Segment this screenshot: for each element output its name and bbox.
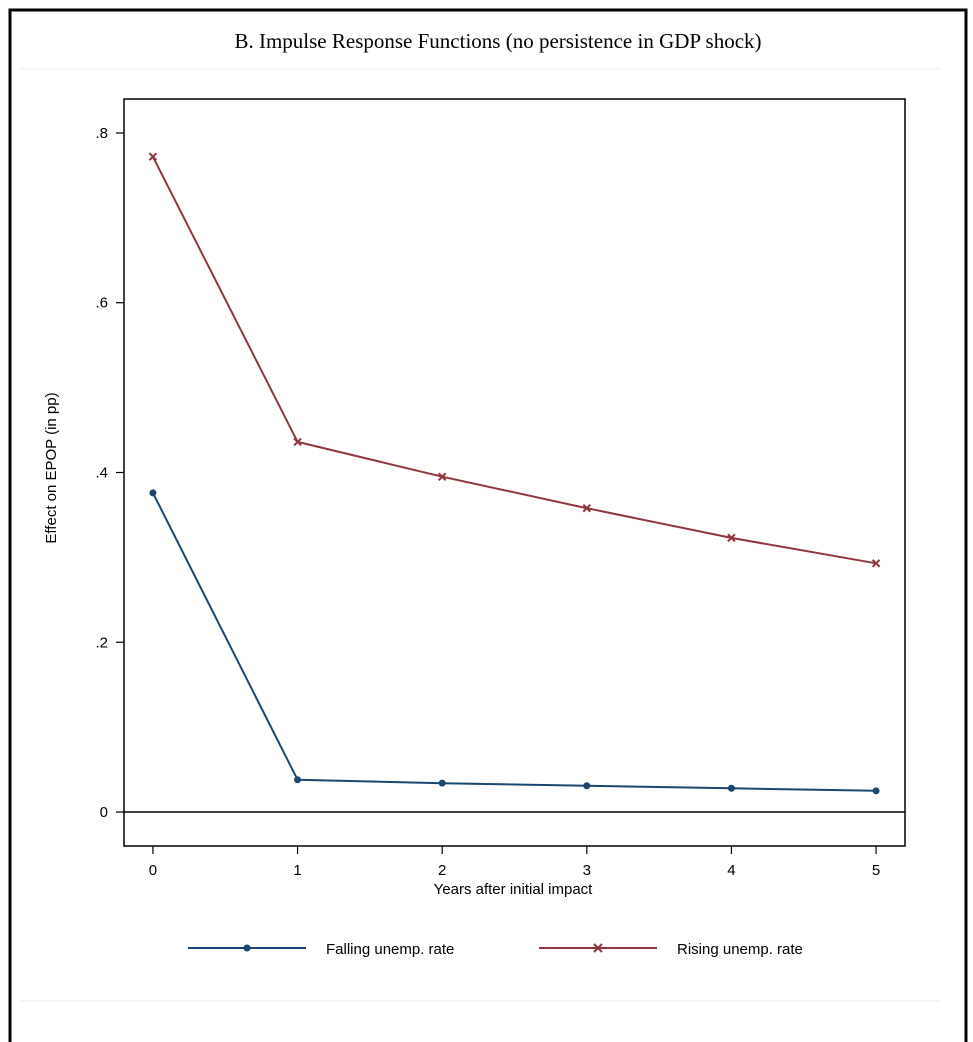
x-axis: 0 1 2 3 4 5 [149, 846, 880, 879]
x-tick-label: 4 [727, 862, 735, 879]
x-tick-label: 2 [438, 862, 446, 879]
data-point-falling-unemp-rate [872, 787, 880, 795]
x-tick-label: 5 [872, 862, 880, 879]
data-point-rising-unemp-rate [437, 472, 447, 481]
data-point-rising-unemp-rate [871, 559, 881, 568]
data-point-rising-unemp-rate [293, 437, 302, 447]
figure-frame [8, 8, 968, 1042]
y-tick-label: .2 [95, 634, 108, 651]
chart-title: B. Impulse Response Functions (no persis… [234, 29, 761, 53]
y-tick-label: .4 [95, 465, 108, 482]
x-tick-label: 1 [293, 862, 301, 879]
data-point-rising-unemp-rate [727, 533, 736, 543]
x-tick-label: 3 [583, 862, 591, 879]
data-point-falling-unemp-rate [583, 782, 591, 790]
series-layer [148, 152, 881, 795]
legend-label-falling: Falling unemp. rate [326, 941, 454, 958]
data-point-falling-unemp-rate [438, 779, 446, 787]
x-tick-label: 0 [149, 862, 157, 879]
x-axis-label: Years after initial impact [434, 881, 594, 898]
series-line-rising-unemp-rate [152, 156, 877, 565]
legend-marker-falling [243, 944, 251, 952]
data-point-rising-unemp-rate [148, 152, 158, 161]
plot-frame [123, 98, 906, 847]
y-tick-label: .8 [95, 125, 108, 142]
y-axis-label: Effect on EPOP (in pp) [43, 392, 60, 543]
data-point-falling-unemp-rate [149, 489, 157, 497]
y-axis: 0 .2 .4 .6 .8 [95, 125, 124, 821]
y-tick-label: 0 [100, 804, 108, 821]
legend: Falling unemp. rate Rising unemp. rate [188, 941, 803, 958]
legend-marker-rising [593, 943, 603, 953]
y-tick-label: .6 [95, 295, 108, 312]
data-point-falling-unemp-rate [294, 776, 302, 784]
data-point-rising-unemp-rate [582, 503, 592, 513]
data-point-falling-unemp-rate [727, 784, 735, 792]
series-line-falling-unemp-rate [152, 492, 877, 792]
legend-label-rising: Rising unemp. rate [677, 941, 803, 958]
